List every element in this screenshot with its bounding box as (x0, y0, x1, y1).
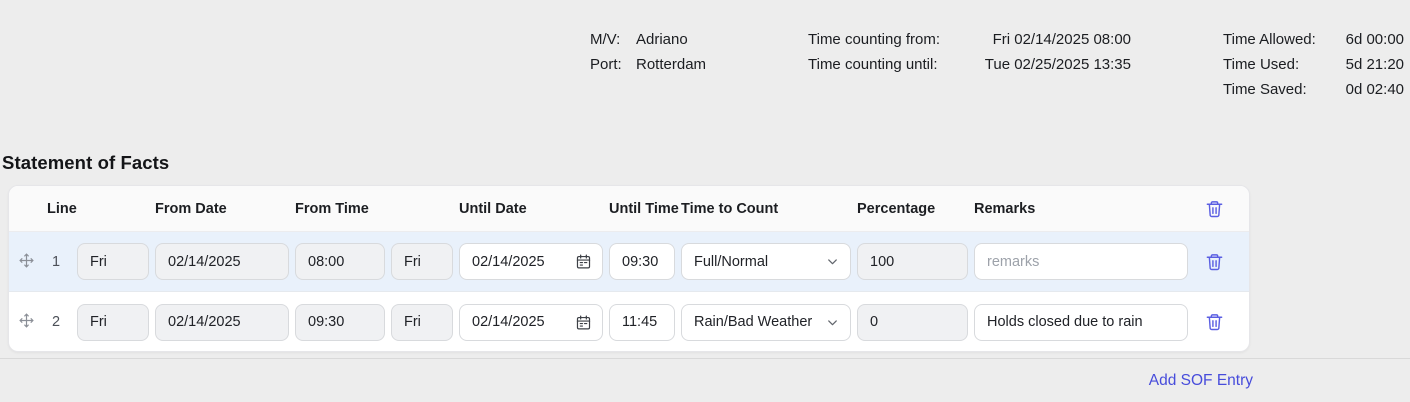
move-icon (18, 312, 35, 332)
until-date-input[interactable]: 02/14/2025 (459, 303, 603, 341)
chevron-down-icon (825, 315, 840, 330)
column-header-from-date: From Date (155, 200, 227, 217)
vessel-value: Adriano (636, 31, 688, 48)
until-time-value: 11:45 (622, 314, 658, 330)
until-time-input[interactable]: 11:45 (609, 303, 675, 341)
column-header-until-time: Until Time (609, 200, 679, 217)
column-header-remarks: Remarks (974, 200, 1036, 217)
time-used-label: Time Used: (1223, 56, 1300, 73)
add-sof-entry-button[interactable]: Add SOF Entry (1148, 372, 1253, 389)
time-counting-from-label: Time counting from: (808, 31, 940, 48)
laytime-summary-group: Time Allowed: 6d 00:00 Time Used: 5d 21:… (1223, 31, 1404, 98)
time-counting-from-value: Fri 02/14/2025 08:00 (992, 31, 1131, 48)
line-number: 2 (51, 314, 61, 330)
port-label: Port: (590, 56, 622, 73)
column-header-line: Line (47, 200, 77, 217)
move-icon (18, 252, 35, 272)
time-allowed-label: Time Allowed: (1223, 31, 1316, 48)
until-day-field: Fri (391, 243, 453, 280)
delete-all-rows-button[interactable] (1197, 192, 1231, 226)
chevron-down-icon (825, 254, 840, 269)
remarks-input[interactable] (974, 243, 1188, 280)
vessel-label: M/V: (590, 31, 621, 48)
time-saved-value: 0d 02:40 (1345, 81, 1404, 98)
delete-row-button[interactable] (1197, 245, 1231, 279)
percentage-field: 0 (857, 303, 968, 341)
time-to-count-value: Rain/Bad Weather (694, 314, 813, 330)
from-time-value: 09:30 (308, 314, 345, 330)
from-time-field: 09:30 (295, 303, 385, 341)
line-number: 1 (51, 253, 61, 270)
time-to-count-value: Full/Normal (694, 253, 769, 270)
from-day-field: Fri (77, 243, 149, 280)
time-counting-group: Time counting from: Fri 02/14/2025 08:00… (808, 31, 1131, 73)
page-title: Statement of Facts (2, 152, 170, 173)
sof-row: 2 Fri 02/14/2025 09:30 Fri 02/14/2025 11… (9, 292, 1249, 351)
until-time-input[interactable]: 09:30 (609, 243, 675, 280)
until-day-value: Fri (404, 314, 421, 330)
time-allowed-value: 6d 00:00 (1345, 31, 1404, 48)
percentage-field: 100 (857, 243, 968, 280)
divider (0, 358, 1410, 359)
from-day-field: Fri (77, 303, 149, 341)
drag-handle[interactable] (15, 311, 37, 333)
trash-icon (1205, 252, 1224, 272)
from-date-value: 02/14/2025 (168, 314, 241, 330)
time-to-count-select[interactable]: Full/Normal (681, 243, 851, 280)
time-used-value: 5d 21:20 (1345, 56, 1404, 73)
drag-handle[interactable] (15, 251, 37, 273)
from-date-field: 02/14/2025 (155, 243, 289, 280)
delete-row-button[interactable] (1197, 305, 1231, 339)
from-time-value: 08:00 (308, 253, 345, 270)
until-day-field: Fri (391, 303, 453, 341)
from-day-value: Fri (90, 253, 107, 270)
column-header-percentage: Percentage (857, 200, 936, 217)
from-date-value: 02/14/2025 (168, 253, 241, 270)
calendar-icon[interactable] (575, 253, 592, 270)
remarks-input[interactable] (974, 303, 1188, 341)
time-saved-label: Time Saved: (1223, 81, 1307, 98)
time-to-count-select[interactable]: Rain/Bad Weather (681, 303, 851, 341)
time-counting-until-value: Tue 02/25/2025 13:35 (984, 56, 1131, 73)
until-date-input[interactable]: 02/14/2025 (459, 243, 603, 280)
until-day-value: Fri (404, 253, 421, 270)
from-day-value: Fri (90, 314, 107, 330)
column-header-from-time: From Time (295, 200, 369, 217)
port-value: Rotterdam (636, 56, 707, 73)
trash-icon (1205, 312, 1224, 332)
vessel-info-group: M/V: Adriano Port: Rotterdam (590, 31, 706, 73)
from-time-field: 08:00 (295, 243, 385, 280)
column-header-until-date: Until Date (459, 200, 527, 217)
time-counting-until-label: Time counting until: (808, 56, 938, 73)
until-date-value: 02/14/2025 (472, 253, 545, 270)
until-date-value: 02/14/2025 (472, 314, 545, 330)
sof-row: 1 Fri 02/14/2025 08:00 Fri 02/14/2025 09… (9, 232, 1249, 292)
sof-table: Line From Date From Time Until Date Unti… (8, 185, 1250, 352)
percentage-value: 0 (870, 314, 879, 330)
calendar-icon[interactable] (575, 314, 592, 331)
until-time-value: 09:30 (622, 253, 659, 270)
sof-table-header: Line From Date From Time Until Date Unti… (9, 186, 1249, 232)
from-date-field: 02/14/2025 (155, 303, 289, 341)
trash-icon (1205, 199, 1224, 219)
column-header-time-to-count: Time to Count (681, 200, 779, 217)
percentage-value: 100 (870, 253, 895, 270)
